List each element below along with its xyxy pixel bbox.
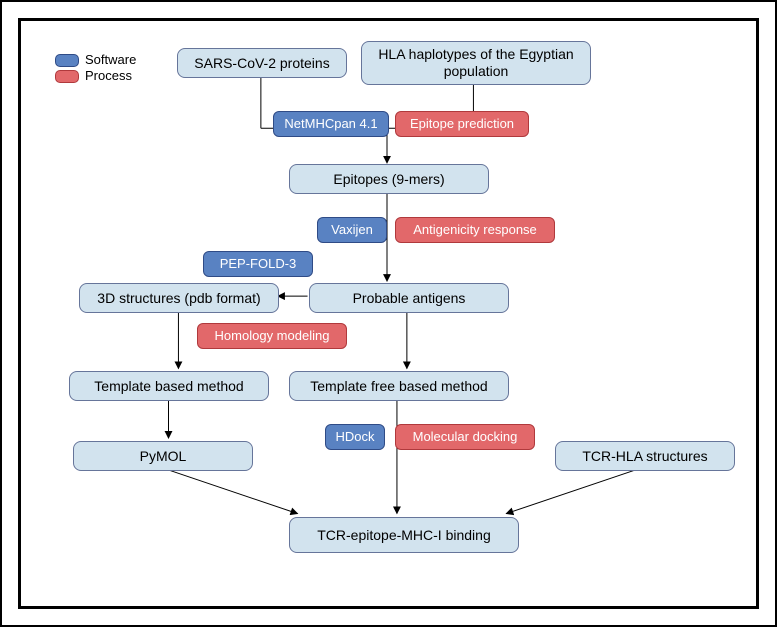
node-hla-haplotypes: HLA haplotypes of the Egyptian populatio… [361, 41, 591, 85]
legend-swatch-process [55, 70, 79, 83]
tag-pepfold3: PEP-FOLD-3 [203, 251, 313, 277]
tag-vaxijen: Vaxijen [317, 217, 387, 243]
tag-molecular-docking: Molecular docking [395, 424, 535, 450]
legend-label-software: Software [85, 52, 136, 67]
tag-hdock: HDock [325, 424, 385, 450]
node-epitopes: Epitopes (9-mers) [289, 164, 489, 194]
node-tcr-hla-structures: TCR-HLA structures [555, 441, 735, 471]
tag-antigenicity: Antigenicity response [395, 217, 555, 243]
tag-epitope-prediction: Epitope prediction [395, 111, 529, 137]
node-template-free-based: Template free based method [289, 371, 509, 401]
node-pymol: PyMOL [73, 441, 253, 471]
legend-swatch-software [55, 54, 79, 67]
node-probable-antigens: Probable antigens [309, 283, 509, 313]
legend-label-process: Process [85, 68, 132, 83]
node-3d-structures: 3D structures (pdb format) [79, 283, 279, 313]
tag-netmhcpan: NetMHCpan 4.1 [273, 111, 389, 137]
node-template-based: Template based method [69, 371, 269, 401]
node-final-binding: TCR-epitope-MHC-I binding [289, 517, 519, 553]
node-sars-proteins: SARS-CoV-2 proteins [177, 48, 347, 78]
flowchart-canvas: Software Process SARS-CoV-2 proteins HLA… [18, 18, 759, 609]
tag-homology-modeling: Homology modeling [197, 323, 347, 349]
outer-frame: Software Process SARS-CoV-2 proteins HLA… [0, 0, 777, 627]
